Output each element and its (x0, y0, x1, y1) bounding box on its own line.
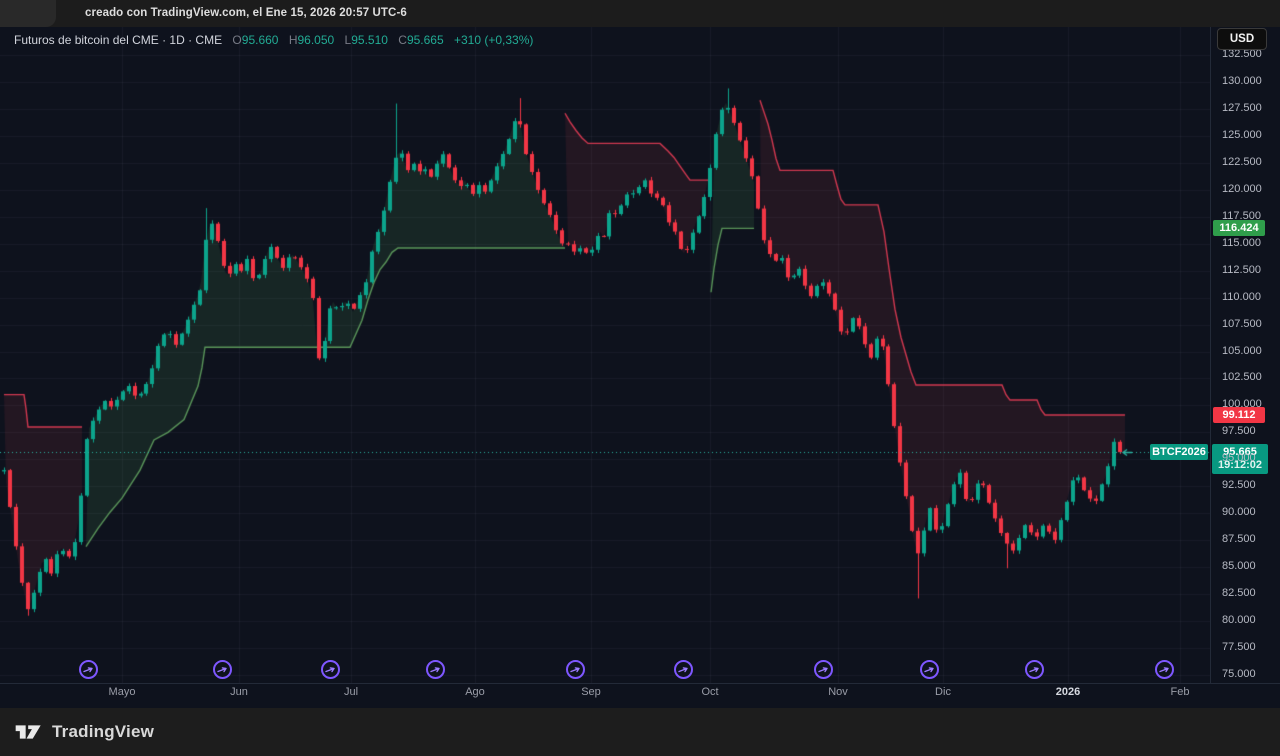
price-tick-label: 82.500 (1222, 587, 1256, 600)
last-price-badge: 95.665 19:12:02 (1212, 444, 1268, 475)
arrow-right-icon (569, 667, 580, 673)
footer-bar: TradingView (0, 708, 1280, 756)
contract-switch-event-icon[interactable] (212, 660, 232, 679)
contract-switch-event-icon[interactable] (425, 660, 445, 679)
arrow-right-icon (82, 667, 93, 673)
price-tick-label: 115.000 (1222, 236, 1261, 249)
price-tick-label: 127.500 (1222, 101, 1262, 114)
high-label: H (288, 33, 298, 47)
arrow-right-icon (429, 667, 440, 673)
arrow-right-icon (677, 667, 688, 673)
price-line-symbol-badge: BTCF2026 (1150, 444, 1208, 461)
price-tick-label: 132.500 (1222, 48, 1262, 60)
price-tick-label: 102.500 (1222, 371, 1262, 384)
price-tick-label: 92.500 (1222, 479, 1256, 492)
change-value: +310 (+0,33%) (453, 33, 534, 47)
price-tick-label: 100.000 (1222, 398, 1262, 411)
price-axis[interactable]: 116.424 99.112 95.665 19:12:02 132.500 13… (1210, 27, 1280, 683)
price-tick-label: 80.000 (1222, 614, 1256, 627)
price-tick-label: 125.000 (1222, 128, 1262, 141)
time-axis-label: Nov (828, 686, 848, 698)
time-axis-label: Oct (701, 686, 719, 698)
time-axis-label: Feb (1170, 686, 1190, 698)
contract-switch-event-icon[interactable] (565, 660, 585, 679)
price-tick-label: 87.500 (1222, 533, 1256, 546)
price-axis-separator (1210, 27, 1211, 683)
indicator-short-badge: 99.112 (1213, 407, 1265, 423)
price-tick-label: 105.000 (1222, 344, 1262, 357)
tradingview-logo-icon (15, 725, 41, 739)
open-value: 95.660 (241, 33, 279, 47)
created-with-text: creado con TradingView.com, el Ene 15, 2… (85, 7, 407, 19)
time-axis-label: Ago (465, 686, 485, 698)
contract-switch-event-icon[interactable] (320, 660, 340, 679)
arrow-right-icon (923, 667, 934, 673)
price-tick-label: 85.000 (1222, 560, 1256, 573)
contract-switch-event-icon[interactable] (673, 660, 693, 679)
bar-countdown: 19:12:02 (1217, 459, 1263, 472)
price-tick-label: 110.000 (1222, 290, 1261, 303)
window-tab (0, 0, 56, 27)
indicator-long-badge: 116.424 (1213, 220, 1265, 237)
arrow-right-icon (324, 667, 335, 673)
currency-selector-button[interactable]: USD (1217, 28, 1267, 50)
last-price-value: 95.665 (1223, 446, 1257, 459)
price-tick-label: 107.500 (1222, 317, 1262, 330)
contract-switch-event-icon[interactable] (813, 660, 833, 679)
contract-switch-event-icon[interactable] (1154, 660, 1174, 679)
close-label: C (398, 33, 407, 47)
tradingview-brand[interactable]: TradingView (14, 718, 154, 746)
brand-text: TradingView (52, 722, 155, 741)
contract-switch-event-icon[interactable] (919, 660, 939, 679)
high-value: 96.050 (297, 33, 335, 47)
contract-switch-event-icon[interactable] (78, 660, 98, 679)
chart-pane: Futuros de bitcoin del CME · 1D · CME O9… (0, 27, 1280, 708)
price-tick-label: 77.500 (1222, 641, 1256, 654)
time-axis[interactable]: Mayo Jun Jul Ago Sep Oct Nov Dic 2026 Feb (0, 683, 1280, 708)
time-axis-label: Sep (581, 686, 601, 698)
low-label: L (344, 33, 352, 47)
arrow-right-icon (216, 667, 227, 673)
close-value: 95.665 (406, 33, 444, 47)
arrow-right-icon (1158, 667, 1169, 673)
price-tick-label: 112.500 (1222, 263, 1261, 276)
price-tick-label: 75.000 (1222, 668, 1256, 680)
time-axis-label: Mayo (108, 686, 136, 698)
price-tick-label: 130.000 (1222, 74, 1262, 87)
price-tick-label: 90.000 (1222, 506, 1256, 519)
time-axis-label: Jun (230, 686, 248, 698)
price-tick-label: 97.500 (1222, 425, 1256, 438)
arrow-right-icon (817, 667, 828, 673)
open-label: O (232, 33, 242, 47)
time-axis-separator (0, 683, 1280, 684)
price-tick-label: 117.500 (1222, 209, 1261, 222)
symbol-title: Futuros de bitcoin del CME · 1D · CME (14, 33, 223, 47)
arrow-right-icon (1028, 667, 1039, 673)
price-tick-label: 95.000 (1222, 452, 1256, 465)
chart-canvas[interactable] (0, 27, 1210, 683)
contract-switch-event-icon[interactable] (1024, 660, 1044, 679)
symbol-legend[interactable]: Futuros de bitcoin del CME · 1D · CME O9… (14, 33, 533, 47)
time-axis-label: 2026 (1055, 686, 1081, 698)
price-tick-label: 120.000 (1222, 182, 1262, 195)
time-axis-label: Dic (935, 686, 951, 698)
time-axis-label: Jul (343, 686, 359, 698)
low-value: 95.510 (351, 33, 388, 47)
top-bar: creado con TradingView.com, el Ene 15, 2… (0, 0, 1280, 27)
price-tick-label: 122.500 (1222, 155, 1262, 168)
